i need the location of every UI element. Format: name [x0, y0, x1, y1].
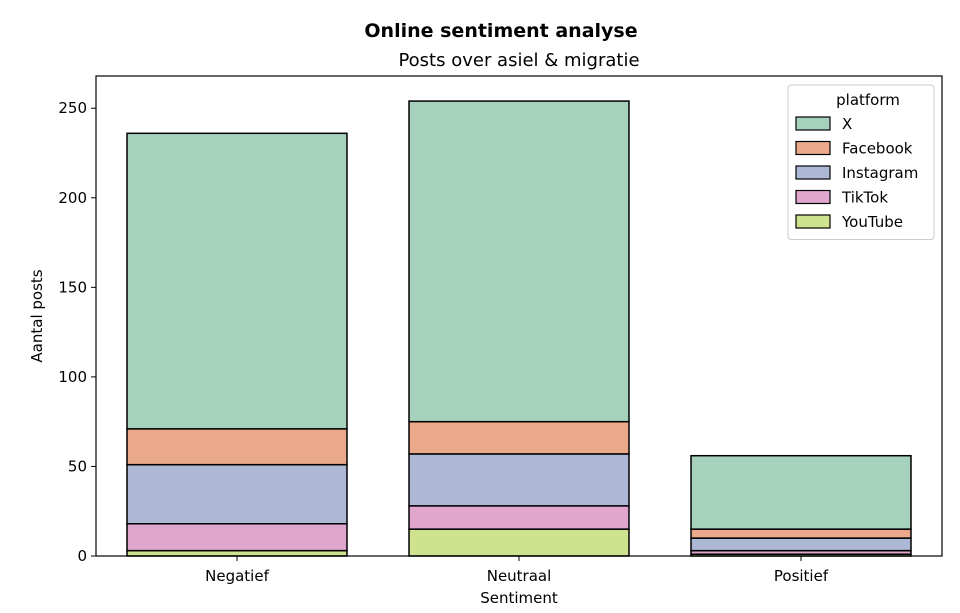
- bar-negatief-instagram: [126, 463, 348, 525]
- bar-neutraal-tiktok: [408, 505, 630, 530]
- bar-negatief-facebook: [126, 428, 348, 466]
- bar-positief-x: [690, 454, 912, 530]
- x-tick-label: Neutraal: [487, 567, 552, 585]
- legend: platform X Facebook Instagram TikTok YouTube: [787, 84, 935, 240]
- y-tick-label: 100: [58, 368, 87, 386]
- bar-positief-instagram: [690, 537, 912, 552]
- legend-label-youtube: YouTube: [841, 213, 903, 231]
- bars-layer: [126, 100, 912, 557]
- legend-swatch-instagram: [795, 165, 831, 180]
- bar-negatief-tiktok: [126, 523, 348, 552]
- x-axis: Negatief Neutraal Positief: [205, 556, 829, 585]
- legend-title: platform: [836, 91, 900, 109]
- x-axis-label: Sentiment: [480, 589, 558, 607]
- bar-positief-facebook: [690, 528, 912, 539]
- chart-title: Online sentiment analyse: [364, 20, 637, 42]
- chart-subtitle: Posts over asiel & migratie: [398, 50, 639, 71]
- legend-label-x: X: [842, 115, 852, 133]
- x-tick-label: Positief: [774, 567, 829, 585]
- y-tick-label: 250: [58, 99, 87, 117]
- bar-neutraal-facebook: [408, 420, 630, 455]
- y-axis: 0 50 100 150 200 250: [58, 99, 96, 565]
- x-tick-label: Negatief: [205, 567, 269, 585]
- bar-negatief-x: [126, 132, 348, 430]
- y-tick-label: 200: [58, 189, 87, 207]
- legend-swatch-tiktok: [795, 189, 831, 205]
- legend-label-tiktok: TikTok: [841, 189, 888, 207]
- bar-neutraal-instagram: [408, 453, 630, 507]
- bar-neutraal-x: [408, 100, 630, 423]
- legend-swatch-x: [795, 116, 831, 131]
- bar-neutraal-youtube: [408, 528, 630, 557]
- legend-label-facebook: Facebook: [842, 140, 913, 158]
- legend-swatch-youtube: [795, 214, 831, 229]
- y-axis-label: Aantal posts: [28, 269, 46, 362]
- y-tick-label: 150: [58, 278, 87, 296]
- legend-label-instagram: Instagram: [842, 164, 918, 182]
- bar-negatief-youtube: [126, 549, 348, 557]
- legend-swatch-facebook: [795, 140, 831, 156]
- y-tick-label: 50: [68, 457, 87, 475]
- y-tick-label: 0: [77, 547, 87, 565]
